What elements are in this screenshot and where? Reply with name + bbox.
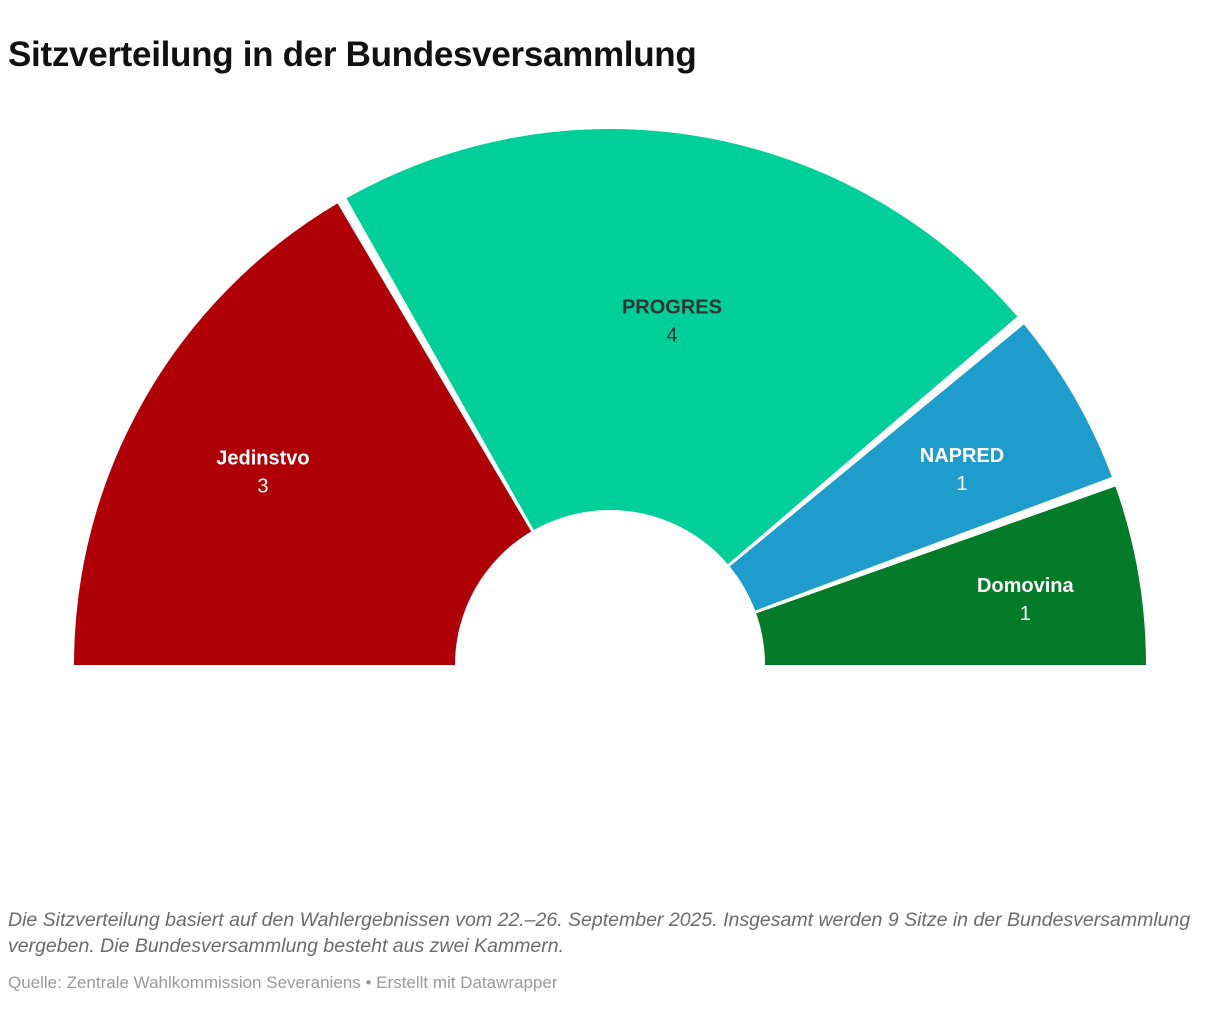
chart-source: Quelle: Zentrale Wahlkommission Severani… [8,973,558,993]
slice-value: 4 [666,324,677,346]
page-title: Sitzverteilung in der Bundesversammlung [8,35,697,75]
chart-footer: Die Sitzverteilung basiert auf den Wahle… [8,908,1212,993]
slice-name: Domovina [977,575,1075,597]
pie-slice-label-domovina: Domovina 1 [977,575,1075,625]
pie-slice-napred[interactable] [729,324,1112,611]
chart-notes: Die Sitzverteilung basiert auf den Wahle… [8,909,1191,957]
slice-name: NAPRED [920,445,1004,467]
pie-slice-label-jedinstvo: Jedinstvo 3 [216,448,309,498]
slice-name: Jedinstvo [216,448,309,470]
slice-value: 1 [956,473,967,495]
parliament-chart-svg: Jedinstvo 3 PROGRES 4 NAPRED 1 Domovina 1 [74,128,1146,665]
slice-value: 1 [1020,603,1031,625]
slice-name: PROGRES [622,296,722,318]
pie-slice-label-progres: PROGRES 4 [622,296,722,346]
pie-slice-jedinstvo[interactable] [74,203,532,665]
slice-value: 3 [257,476,268,498]
pie-slice-progres[interactable] [346,128,1018,565]
pie-slice-label-napred: NAPRED 1 [920,445,1004,495]
parliament-chart: Jedinstvo 3 PROGRES 4 NAPRED 1 Domovina 1 [0,72,1220,892]
pie-slice-domovina[interactable] [756,486,1146,665]
